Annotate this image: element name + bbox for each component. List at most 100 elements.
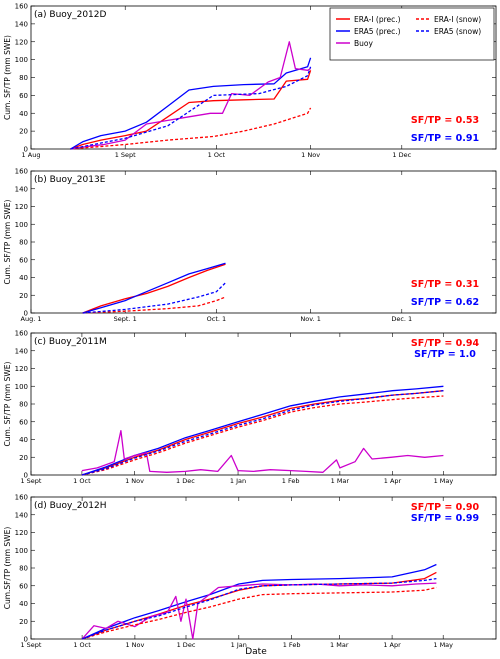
- series-line: [81, 563, 437, 640]
- y-tick-label: 160: [15, 3, 28, 11]
- x-tick-label: 1 Jan: [230, 477, 246, 485]
- y-tick-label: 60: [19, 582, 28, 590]
- y-axis-label: Cum. SF/TP (mm SWE): [3, 361, 12, 446]
- series-line: [81, 390, 444, 476]
- x-tick-label: 1 Feb: [283, 641, 301, 649]
- x-axis-label: Date: [245, 647, 267, 657]
- series-line: [82, 263, 226, 314]
- y-tick-label: 0: [24, 636, 28, 644]
- y-tick-label: 20: [19, 454, 28, 462]
- series-line: [82, 262, 226, 314]
- y-tick-label: 160: [15, 494, 28, 502]
- panel-title: (d) Buoy_2012H: [34, 501, 106, 511]
- sf-tp-annotation: SF/TP = 0.62: [411, 297, 479, 308]
- legend: ERA-I (prec.) ERA5 (prec.) Buoy ERA-I (snow…: [329, 7, 495, 61]
- x-tick-label: 1 Aug: [22, 151, 41, 159]
- x-tick-label: 1 Dec: [176, 477, 195, 485]
- y-tick-label: 100: [15, 221, 28, 229]
- y-tick-label: 20: [19, 292, 28, 300]
- x-tick-label: 1 May: [433, 641, 453, 649]
- y-tick-label: 0: [24, 310, 28, 318]
- y-tick-label: 60: [19, 418, 28, 426]
- sf-tp-annotation: SF/TP = 0.91: [411, 133, 479, 144]
- legend-label: ERA5 (snow): [434, 27, 481, 36]
- panel-title: (b) Buoy_2013E: [34, 175, 106, 185]
- y-tick-label: 20: [19, 618, 28, 626]
- y-tick-label: 140: [15, 511, 28, 519]
- series-line: [81, 577, 437, 640]
- x-tick-label: 1 Sept: [20, 477, 41, 485]
- panel-title: (a) Buoy_2012D: [34, 10, 107, 20]
- y-tick-label: 40: [19, 436, 28, 444]
- y-tick-label: 120: [15, 38, 28, 46]
- y-tick-label: 0: [24, 146, 28, 154]
- y-tick-label: 20: [19, 128, 28, 136]
- series-line: [81, 429, 444, 473]
- series-line: [70, 107, 312, 150]
- y-axis-label: Cum.SF/TP (mm SWE): [3, 527, 12, 610]
- x-tick-label: Dec. 1: [391, 315, 412, 323]
- series-line: [70, 66, 312, 150]
- y-tick-label: 40: [19, 274, 28, 282]
- series-line: [82, 296, 226, 314]
- x-tick-label: 1 Dec: [392, 151, 411, 159]
- x-tick-label: 1 May: [434, 477, 454, 485]
- x-tick-label: 1 Feb: [282, 477, 300, 485]
- x-tick-label: 1 Mar: [330, 641, 349, 649]
- x-tick-label: 1 Oct: [73, 477, 91, 485]
- y-tick-label: 60: [19, 256, 28, 264]
- x-tick-label: 1 Sept: [20, 641, 41, 649]
- series-line: [82, 282, 226, 314]
- sf-tp-annotation: SF/TP = 0.53: [411, 115, 479, 126]
- sf-tp-annotation: SF/TP = 0.31: [411, 279, 479, 290]
- sf-tp-annotation: SF/TP = 0.90: [411, 502, 480, 513]
- x-tick-label: Nov. 1: [300, 315, 320, 323]
- series-line: [81, 586, 437, 640]
- x-tick-label: Sept. 1: [114, 315, 137, 323]
- y-tick-label: 100: [15, 56, 28, 64]
- plot-area: [30, 496, 497, 640]
- x-tick-label: 1 Apr: [383, 641, 401, 649]
- series-line: [81, 395, 444, 476]
- y-tick-label: 80: [19, 239, 28, 247]
- legend-label: ERA5 (prec.): [354, 27, 401, 36]
- legend-label: Buoy: [354, 39, 373, 48]
- y-tick-label: 80: [19, 565, 28, 573]
- legend-box: [329, 7, 495, 61]
- plot-area: [30, 170, 497, 314]
- x-tick-label: 1 Oct: [208, 151, 226, 159]
- x-tick-label: 1 Nov: [125, 477, 144, 485]
- x-tick-label: 1 Oct: [73, 641, 91, 649]
- legend-label: ERA-I (prec.): [354, 15, 401, 24]
- series-line: [70, 70, 312, 150]
- x-tick-label: 1 Apr: [384, 477, 402, 485]
- y-tick-label: 120: [15, 529, 28, 537]
- x-tick-label: Aug. 1: [21, 315, 42, 323]
- y-tick-label: 60: [19, 92, 28, 100]
- y-tick-label: 140: [15, 185, 28, 193]
- y-tick-label: 40: [19, 600, 28, 608]
- chart-panel: 0 20 40 60 80 100 120 140 160 1 Sept 1 Oct 1 Nov 1 D…: [3, 330, 497, 485]
- y-axis-label: Cum. SF/TP (mm SWE): [3, 199, 12, 284]
- y-tick-label: 120: [15, 203, 28, 211]
- sf-tp-annotation: SF/TP = 0.99: [411, 513, 479, 524]
- y-tick-label: 140: [15, 347, 28, 355]
- y-tick-label: 40: [19, 110, 28, 118]
- x-tick-label: 1 Jan: [231, 641, 247, 649]
- y-tick-label: 120: [15, 365, 28, 373]
- chart-panel: 0 20 40 60 80 100 120 140 160 1 Sept 1 Oct 1 Nov 1 D…: [3, 494, 497, 649]
- y-tick-label: 0: [24, 472, 28, 480]
- y-tick-label: 100: [15, 383, 28, 391]
- sf-tp-annotation: SF/TP = 1.0: [414, 349, 476, 360]
- x-tick-label: 1 Nov: [301, 151, 320, 159]
- plot-area: [30, 332, 497, 476]
- x-tick-label: Oct. 1: [207, 315, 227, 323]
- sf-tp-annotation: SF/TP = 0.94: [411, 338, 480, 349]
- y-tick-label: 80: [19, 74, 28, 82]
- x-tick-label: 1 Sept: [115, 151, 136, 159]
- y-tick-label: 160: [15, 330, 28, 338]
- panel-title: (c) Buoy_2011M: [34, 337, 107, 347]
- y-tick-label: 100: [15, 547, 28, 555]
- y-tick-label: 160: [15, 168, 28, 176]
